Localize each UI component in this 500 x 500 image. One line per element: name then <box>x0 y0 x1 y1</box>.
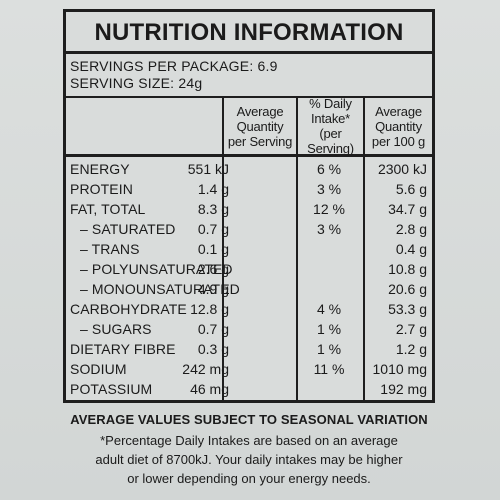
row-label: CARBOHYDRATE <box>70 301 187 317</box>
row-per-100g: 1010 mg <box>372 361 427 377</box>
table-row: – SATURATED 0.7 g 3 % 2.8 g <box>66 219 432 239</box>
row-daily-intake: 11 % <box>313 361 345 377</box>
header-per-serving-line3: per Serving <box>227 133 293 149</box>
footer-variation-note: AVERAGE VALUES SUBJECT TO SEASONAL VARIA… <box>70 412 428 427</box>
table-row: PROTEIN 1.4 g 3 % 5.6 g <box>66 179 432 199</box>
row-label: DIETARY FIBRE <box>70 341 176 357</box>
table-row: – TRANS 0.1 g 0.4 g <box>66 239 432 259</box>
row-label: PROTEIN <box>70 181 133 197</box>
header-bottom-rule <box>66 154 432 157</box>
nutrition-panel: NUTRITION INFORMATION SERVINGS PER PACKA… <box>63 9 435 403</box>
row-per-100g: 1.2 g <box>395 341 427 357</box>
row-label: – TRANS <box>80 241 140 257</box>
row-per-serving: 46 mg <box>190 381 229 397</box>
row-per-serving: 4.9 g <box>197 281 229 297</box>
row-label: FAT, TOTAL <box>70 201 146 217</box>
header-daily-intake-line3: (per Serving) <box>307 126 354 156</box>
header-per-100g-line3: per 100 g <box>371 133 426 149</box>
table-row: FAT, TOTAL 8.3 g 12 % 34.7 g <box>66 199 432 219</box>
row-daily-intake: 1 % <box>316 341 342 357</box>
footer-daily-intake-note-1: *Percentage Daily Intakes are based on a… <box>100 433 398 448</box>
footer-notes: AVERAGE VALUES SUBJECT TO SEASONAL VARIA… <box>63 403 435 488</box>
header-per-100g-line2: Quantity <box>375 118 422 134</box>
row-per-100g: 0.4 g <box>395 241 427 257</box>
table-row: – POLYUNSATURATED 2.6 g 10.8 g <box>66 259 432 279</box>
row-per-serving: 242 mg <box>182 361 229 377</box>
table-row: – MONOUNSATURATED 4.9 g 20.6 g <box>66 279 432 299</box>
row-per-serving: 12.8 g <box>190 301 229 317</box>
row-per-serving: 0.3 g <box>197 341 229 357</box>
row-per-100g: 20.6 g <box>388 281 427 297</box>
row-label: POTASSIUM <box>70 381 153 397</box>
servings-per-package: SERVINGS PER PACKAGE: 6.9 <box>70 58 278 74</box>
table-row: – SUGARS 0.7 g 1 % 2.7 g <box>66 319 432 339</box>
header-per-serving-line1: Average <box>236 103 284 119</box>
serving-size: SERVING SIZE: 24g <box>70 75 203 91</box>
header-per-100g: Average Quantity per 100 g <box>365 100 432 152</box>
row-per-serving: 551 kJ <box>187 161 229 177</box>
row-per-serving: 0.1 g <box>197 241 229 257</box>
header-per-serving: Average Quantity per Serving <box>224 100 296 152</box>
row-per-serving: 1.4 g <box>197 181 229 197</box>
table-row: CARBOHYDRATE 12.8 g 4 % 53.3 g <box>66 299 432 319</box>
row-daily-intake: 4 % <box>316 301 342 317</box>
row-per-serving: 2.6 g <box>197 261 229 277</box>
table-row: POTASSIUM 46 mg 192 mg <box>66 379 432 399</box>
footer-daily-intake-note-2: adult diet of 8700kJ. Your daily intakes… <box>95 452 403 467</box>
row-per-100g: 2.7 g <box>395 321 427 337</box>
row-daily-intake: 6 % <box>316 161 342 177</box>
header-daily-intake-line1: % Daily <box>309 96 352 111</box>
row-label: – SUGARS <box>80 321 152 337</box>
row-per-serving: 0.7 g <box>197 321 229 337</box>
row-per-serving: 0.7 g <box>197 221 229 237</box>
row-daily-intake: 1 % <box>316 321 342 337</box>
table-row: ENERGY 551 kJ 6 % 2300 kJ <box>66 159 432 179</box>
row-label: – MONOUNSATURATED <box>80 281 240 297</box>
header-per-100g-line1: Average <box>375 103 422 119</box>
row-daily-intake: 3 % <box>316 221 342 237</box>
row-daily-intake: 12 % <box>313 201 345 217</box>
table-row: DIETARY FIBRE 0.3 g 1 % 1.2 g <box>66 339 432 359</box>
column-divider-1 <box>222 96 224 400</box>
header-per-serving-line2: Quantity <box>236 118 284 134</box>
row-per-serving: 8.3 g <box>197 201 229 217</box>
row-label: ENERGY <box>70 161 130 177</box>
row-per-100g: 2300 kJ <box>377 161 427 177</box>
header-daily-intake-line2: Intake* <box>310 111 351 126</box>
row-label: – POLYUNSATURATED <box>80 261 233 277</box>
row-per-100g: 53.3 g <box>388 301 427 317</box>
row-label: SODIUM <box>70 361 127 377</box>
row-per-100g: 10.8 g <box>388 261 427 277</box>
row-per-100g: 2.8 g <box>395 221 427 237</box>
row-daily-intake: 3 % <box>316 181 342 197</box>
panel-title: NUTRITION INFORMATION <box>66 12 432 54</box>
column-divider-2 <box>296 96 298 400</box>
row-per-100g: 192 mg <box>380 381 427 397</box>
header-top-rule <box>66 96 432 98</box>
row-per-100g: 34.7 g <box>388 201 427 217</box>
row-per-100g: 5.6 g <box>395 181 427 197</box>
footer-daily-intake-note-3: or lower depending on your energy needs. <box>127 471 371 486</box>
column-divider-3 <box>363 96 365 400</box>
row-label: – SATURATED <box>80 221 176 237</box>
table-row: SODIUM 242 mg 11 % 1010 mg <box>66 359 432 379</box>
header-daily-intake: % Daily Intake* (per Serving) <box>298 96 363 156</box>
